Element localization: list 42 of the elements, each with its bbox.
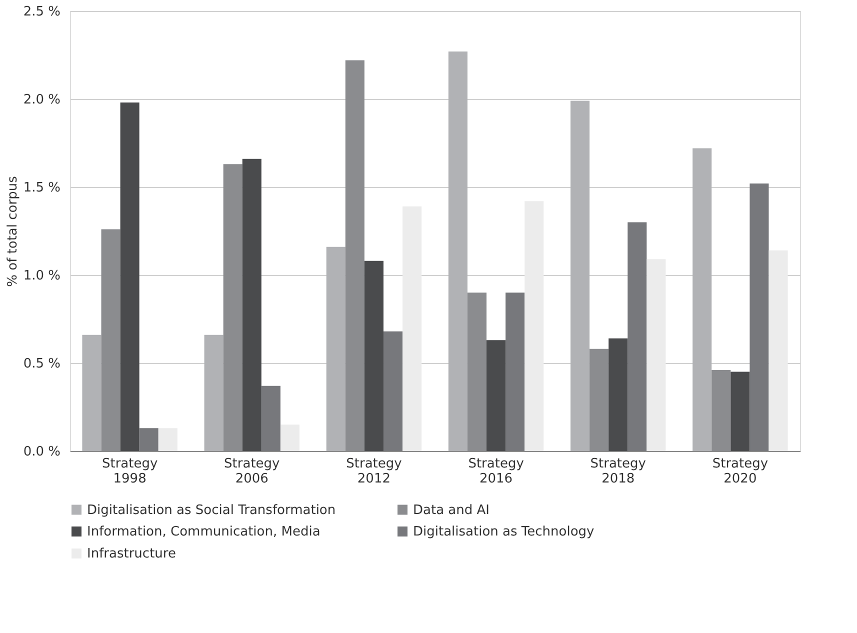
- bar: [261, 386, 280, 451]
- bar: [628, 222, 647, 451]
- legend-label: Infrastructure: [87, 546, 176, 562]
- legend-label: Digitalisation as Social Transformation: [87, 502, 336, 518]
- bar: [326, 246, 346, 451]
- bar: [448, 51, 468, 451]
- y-tick-label: 2.5 %: [23, 4, 60, 20]
- bar: [524, 201, 544, 451]
- bar: [280, 424, 300, 451]
- x-tick-label: Strategy 2006: [224, 456, 280, 486]
- x-tick-label: Strategy 2018: [590, 456, 646, 486]
- bar: [768, 250, 788, 451]
- bar: [120, 102, 140, 451]
- bar: [82, 334, 102, 451]
- y-tick-label: 1.5 %: [23, 180, 60, 196]
- x-tick-label: Strategy 2020: [712, 456, 768, 486]
- legend-label: Digitalisation as Technology: [413, 524, 595, 540]
- bar: [158, 428, 178, 451]
- x-tick-label: Strategy 2016: [468, 456, 524, 486]
- legend-label: Data and AI: [413, 502, 490, 518]
- y-tick-label: 2.0 %: [23, 92, 60, 108]
- bar: [692, 148, 712, 451]
- bar: [486, 340, 506, 451]
- y-tick-label: 1.0 %: [23, 268, 60, 284]
- y-tick-label: 0.0 %: [23, 444, 60, 460]
- y-axis-title: % of total corpus: [5, 176, 20, 287]
- bar: [383, 331, 403, 451]
- bar: [608, 338, 628, 451]
- bar: [646, 259, 666, 451]
- bar: [242, 158, 262, 451]
- bar: [364, 260, 384, 451]
- legend-label: Information, Communication, Media: [87, 524, 320, 540]
- bar: [506, 292, 525, 451]
- bar: [204, 334, 224, 451]
- bar: [139, 428, 158, 451]
- y-tick-label: 0.5 %: [23, 356, 60, 372]
- bar: [730, 372, 750, 451]
- bar: [570, 100, 590, 451]
- x-tick-label: Strategy 2012: [346, 456, 402, 486]
- bar: [402, 206, 422, 451]
- bar: [750, 183, 769, 451]
- x-tick-label: Strategy 1998: [102, 456, 158, 486]
